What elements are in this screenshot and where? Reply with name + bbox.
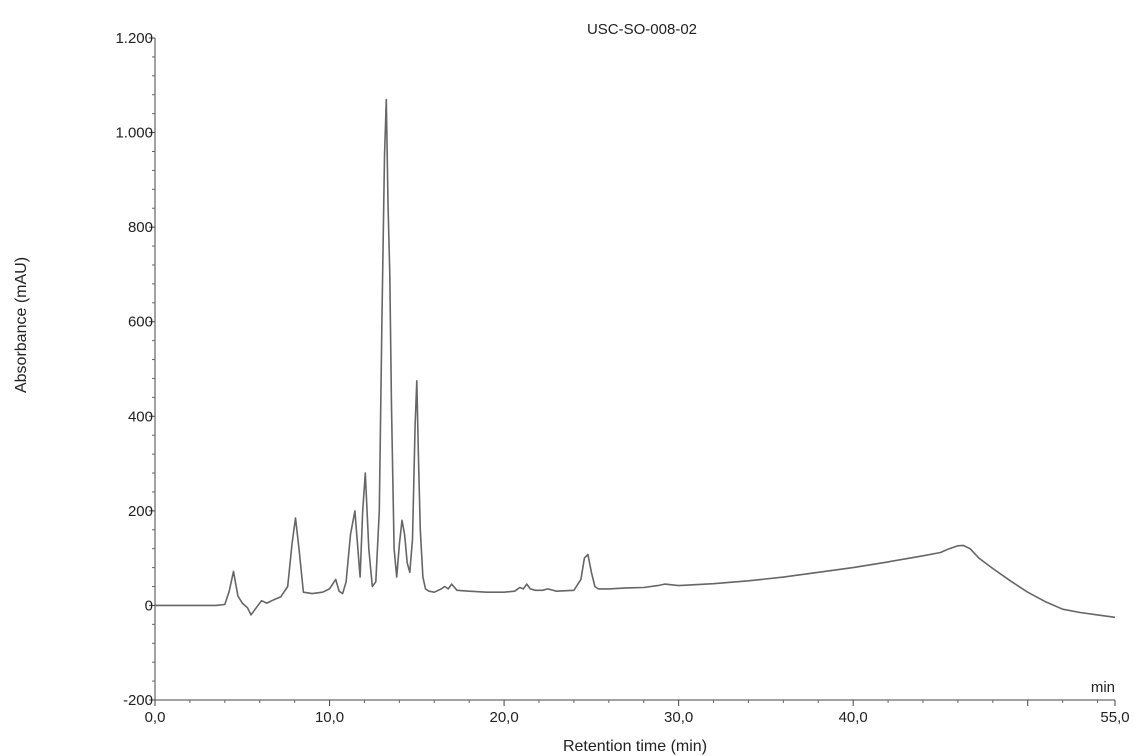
plot-area: -200 0 200 400 600 800 1.000 1.200 0,0 10,0 20,0 3… bbox=[115, 30, 1129, 726]
x-axis-label: Retention time (min) bbox=[563, 738, 707, 755]
y-tick-label: 800 bbox=[128, 219, 153, 236]
y-tick-label: 200 bbox=[128, 503, 153, 520]
y-tick-label: -200 bbox=[123, 692, 153, 709]
y-tick-label: 1.000 bbox=[115, 125, 153, 142]
x-tick-label: 30,0 bbox=[664, 709, 693, 726]
x-axis-unit: min bbox=[1091, 679, 1115, 696]
y-tick-label: 400 bbox=[128, 408, 153, 425]
x-tick-label: 0,0 bbox=[145, 709, 166, 726]
x-tick-label: 55,0 bbox=[1100, 709, 1129, 726]
y-tick-label: 0 bbox=[145, 597, 153, 614]
y-tick-label: 600 bbox=[128, 314, 153, 331]
y-axis-label: Absorbance (mAU) bbox=[13, 257, 30, 393]
chart-title: USC-SO-008-02 bbox=[587, 21, 697, 38]
x-tick-label: 40,0 bbox=[839, 709, 868, 726]
x-tick-label: 20,0 bbox=[489, 709, 518, 726]
y-axis-ticks: -200 0 200 400 600 800 1.000 1.200 bbox=[115, 30, 155, 709]
chromatogram-series-line bbox=[155, 98, 1116, 619]
x-tick-label: 10,0 bbox=[315, 709, 344, 726]
x-axis-ticks: 0,0 10,0 20,0 30,0 40,0 55,0 bbox=[145, 700, 1130, 726]
y-tick-label: 1.200 bbox=[115, 30, 153, 47]
